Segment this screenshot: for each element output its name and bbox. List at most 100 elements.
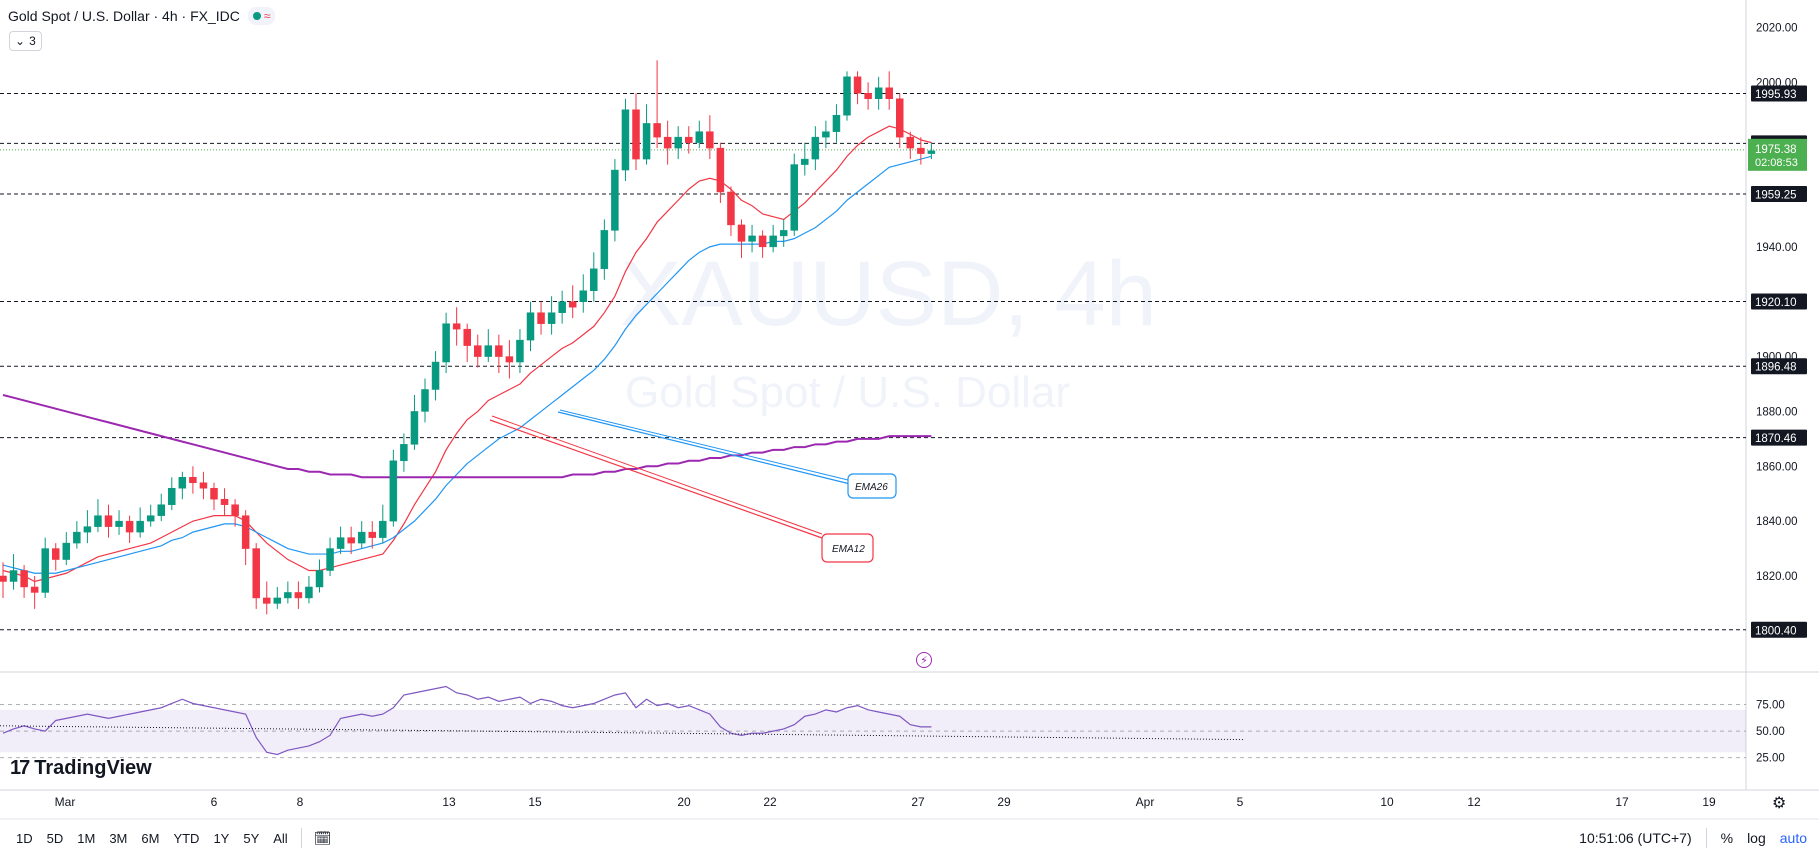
percent-scale-button[interactable]: % [1720,830,1734,846]
bar-countdown-label: 02:08:53 [1755,157,1798,169]
ema12-callout-line [489,419,823,539]
candle-up [547,312,556,324]
candle-up [516,339,524,363]
tradingview-logo[interactable]: 17 TradingView [10,757,152,780]
candle-up [168,487,176,505]
symbol-title[interactable]: Gold Spot / U.S. Dollar · 4h · FX_IDC [8,8,240,24]
candle-down [125,520,134,533]
price-tick-label: 1900.00 [1756,352,1798,364]
candle-up [73,531,81,544]
candle-down [220,498,229,505]
candle-up [811,136,820,160]
logo-text: TradingView [34,757,152,779]
ema26-callout-line [557,411,851,485]
indicators-toggle-button[interactable]: ⌄ 3 [9,31,42,51]
candle-down [231,504,239,516]
candle-up [421,389,429,412]
candle-up [157,504,165,516]
price-tick-label: 1840.00 [1756,516,1798,528]
candle-up [41,548,49,593]
rsi-line [2,685,932,756]
price-tick-label: 1880.00 [1756,406,1798,418]
candle-up [779,230,788,237]
timeframe-ytd-button[interactable]: YTD [173,830,200,846]
candle-up [442,323,450,363]
candle-up [9,570,18,582]
level-label-bg [1751,293,1807,310]
rsi-trendline[interactable] [0,725,1246,741]
candle-down [241,515,250,549]
indicator-count: 3 [29,34,36,48]
time-tick-label: 8 [297,795,304,809]
log-scale-button[interactable]: log [1747,830,1766,846]
timeframe-6m-button[interactable]: 6M [141,830,160,846]
event-flash-icon[interactable]: ⚡ [916,652,932,668]
ema12-callout-text: EMA12 [832,544,865,555]
current-price-badge [1748,138,1807,171]
candle-up [146,515,155,522]
timeframe-1m-button[interactable]: 1M [77,830,96,846]
current-price-label: 1975.38 [1755,144,1797,156]
symbol-header[interactable]: Gold Spot / U.S. Dollar · 4h · FX_IDC ≈ [8,7,276,25]
candle-up [526,312,535,341]
candle-down [505,356,514,363]
time-tick-label: 12 [1467,795,1481,809]
candle-up [748,235,756,242]
level-label: 1920.10 [1755,297,1797,309]
bottom-toolbar: 1D 5D 1M 3M 6M YTD 1Y 5Y All 🗓 10:51:06 (UTC+7) … [0,820,1819,856]
timeframe-1y-button[interactable]: 1Y [213,830,230,846]
candle-up [558,301,566,313]
timeframe-3m-button[interactable]: 3M [109,830,128,846]
time-tick-label: 20 [677,795,691,809]
candle-down [632,109,640,160]
candle-up [874,87,883,99]
rsi-tick-label: 75.00 [1756,700,1785,712]
candle-down [853,76,862,94]
timeframe-all-button[interactable]: All [273,830,288,846]
candle-up [621,109,630,171]
candle-down [463,328,471,346]
candle-down [896,98,904,138]
ema26-callout-box[interactable] [847,473,897,499]
candle-down [104,515,113,527]
approx-data-icon: ≈ [263,9,271,23]
timeframe-5y-button[interactable]: 5Y [243,830,260,846]
candle-up [790,164,798,231]
clock-timezone[interactable]: 10:51:06 (UTC+7) [1579,830,1692,846]
timeframe-1d-button[interactable]: 1D [16,830,33,846]
status-badge[interactable]: ≈ [247,7,276,25]
candle-up [326,548,334,571]
candle-up [379,520,387,538]
candle-down [716,147,725,193]
candle-down [294,592,303,599]
timeframe-5d-button[interactable]: 5D [46,830,64,846]
level-label: 1896.48 [1755,362,1797,374]
candle-down [52,548,60,560]
auto-scale-button[interactable]: auto [1779,830,1807,846]
candle-up [579,290,587,302]
time-tick-label: 10 [1380,795,1394,809]
candle-up [315,570,324,588]
date-range-icon[interactable]: 🗓 [313,829,332,846]
toolbar-divider [1705,828,1707,848]
candle-up [642,123,651,160]
candle-up [769,235,777,248]
time-tick-label: 13 [442,795,456,809]
candle-down [663,136,672,149]
candle-down [537,312,545,324]
candle-down [727,191,735,226]
candle-down [263,597,271,604]
candle-up [178,477,187,489]
candle-up [590,268,598,291]
candle-down [252,548,260,599]
time-tick-label: 5 [1237,795,1244,809]
candle-down [917,147,925,154]
settings-gear-icon[interactable]: ⚙ [1772,795,1787,812]
candle-up [62,542,71,560]
level-label: 1959.25 [1755,190,1797,202]
ema12-callout-box[interactable] [821,533,874,563]
candle-down [653,123,661,138]
price-tick-label: 1860.00 [1756,461,1798,473]
candle-up [136,520,144,533]
